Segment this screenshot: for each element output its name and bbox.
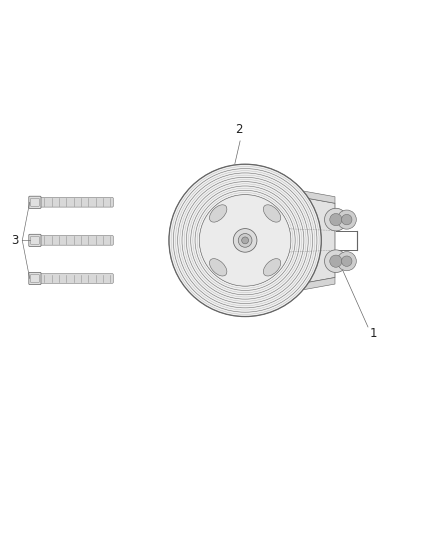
FancyBboxPatch shape xyxy=(39,198,113,207)
Polygon shape xyxy=(266,278,335,296)
Circle shape xyxy=(242,237,248,244)
FancyBboxPatch shape xyxy=(39,273,113,283)
Text: 1: 1 xyxy=(370,327,377,341)
Polygon shape xyxy=(266,191,335,290)
FancyBboxPatch shape xyxy=(29,235,41,246)
Text: 2: 2 xyxy=(235,123,242,136)
Circle shape xyxy=(238,233,252,247)
Circle shape xyxy=(330,214,342,225)
Circle shape xyxy=(325,208,347,231)
Ellipse shape xyxy=(263,259,281,276)
Circle shape xyxy=(169,164,321,317)
Circle shape xyxy=(337,252,356,271)
Circle shape xyxy=(325,250,347,272)
FancyBboxPatch shape xyxy=(29,272,41,285)
FancyBboxPatch shape xyxy=(39,236,113,245)
Circle shape xyxy=(233,229,257,252)
Ellipse shape xyxy=(209,259,227,276)
Polygon shape xyxy=(266,184,335,203)
Circle shape xyxy=(337,210,356,229)
Circle shape xyxy=(330,255,342,267)
Ellipse shape xyxy=(263,205,281,222)
FancyBboxPatch shape xyxy=(29,196,41,208)
Ellipse shape xyxy=(209,205,227,222)
Circle shape xyxy=(342,256,352,266)
Circle shape xyxy=(342,214,352,225)
Circle shape xyxy=(199,195,291,286)
Text: 3: 3 xyxy=(12,234,19,247)
